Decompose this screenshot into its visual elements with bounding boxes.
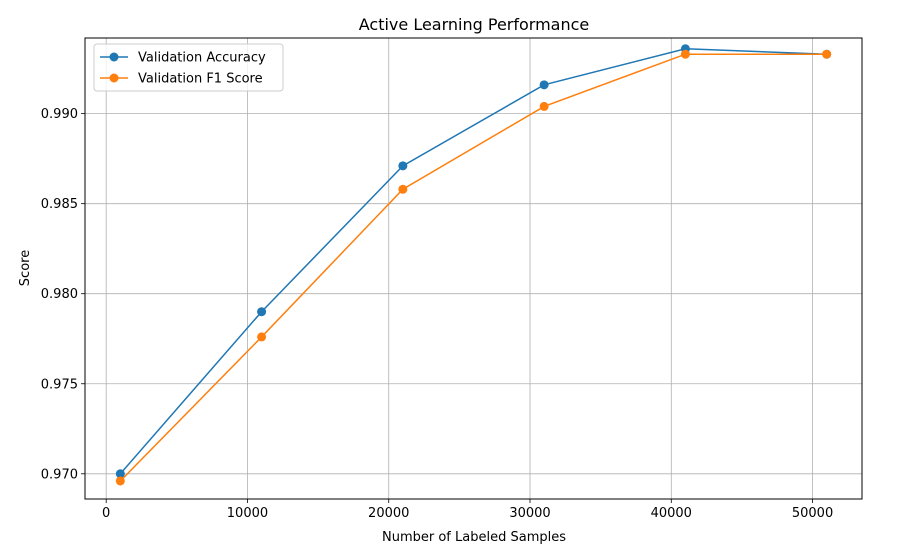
y-axis-label: Score bbox=[18, 250, 33, 286]
x-tick-label: 20000 bbox=[368, 506, 409, 521]
data-point-validation-f1-score bbox=[539, 101, 549, 111]
grid bbox=[85, 38, 862, 499]
series-line-validation-accuracy bbox=[119, 48, 827, 475]
legend-box bbox=[93, 43, 284, 92]
legend-label: Validation Accuracy bbox=[138, 51, 266, 66]
y-tick-label: 0.975 bbox=[41, 377, 78, 392]
x-axis: 0 10000 20000 30000 40000 50000 bbox=[102, 499, 833, 521]
x-tick-label: 40000 bbox=[651, 506, 692, 521]
y-tick-label: 0.980 bbox=[41, 287, 78, 302]
series-group bbox=[115, 44, 832, 486]
chart-title: Active Learning Performance bbox=[359, 15, 590, 34]
legend-label: Validation F1 Score bbox=[138, 72, 263, 87]
data-point-validation-accuracy bbox=[115, 469, 125, 479]
plot-frame bbox=[84, 37, 863, 500]
y-axis: 0.970 0.975 0.980 0.985 0.990 bbox=[41, 107, 85, 482]
x-tick-label: 0 bbox=[102, 506, 110, 521]
x-tick-label: 30000 bbox=[509, 506, 550, 521]
data-point-validation-accuracy bbox=[398, 161, 408, 171]
data-point-validation-accuracy bbox=[539, 80, 549, 90]
x-tick-label: 50000 bbox=[792, 506, 833, 521]
data-point-validation-f1-score bbox=[398, 184, 408, 194]
y-tick-label: 0.970 bbox=[41, 467, 78, 482]
data-point-validation-f1-score bbox=[680, 49, 690, 59]
x-axis-label: Number of Labeled Samples bbox=[382, 530, 566, 545]
data-point-validation-f1-score bbox=[115, 476, 125, 486]
data-point-validation-accuracy bbox=[257, 307, 267, 317]
data-point-validation-f1-score bbox=[257, 332, 267, 342]
legend: Validation Accuracy Validation F1 Score bbox=[93, 43, 284, 92]
series-line-validation-f1-score bbox=[119, 53, 827, 482]
legend-swatch-marker bbox=[109, 73, 119, 83]
data-point-validation-f1-score bbox=[822, 49, 832, 59]
y-tick-label: 0.985 bbox=[41, 197, 78, 212]
legend-swatch-marker bbox=[109, 52, 119, 62]
y-tick-label: 0.990 bbox=[41, 107, 78, 122]
x-tick-label: 10000 bbox=[227, 506, 268, 521]
